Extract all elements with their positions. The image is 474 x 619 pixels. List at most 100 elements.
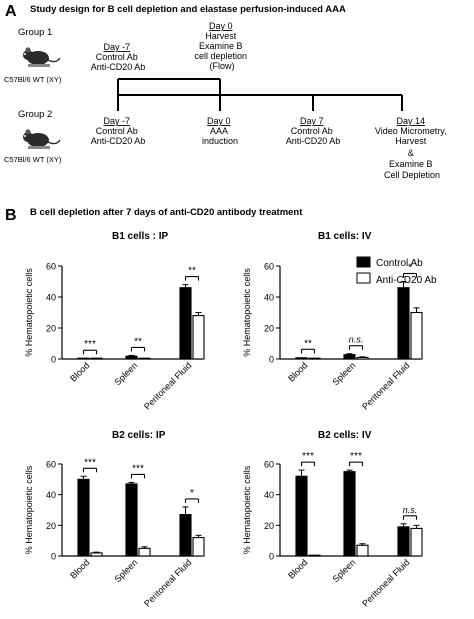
significance-label: n.s. bbox=[349, 335, 364, 345]
event-line: cell depletion bbox=[194, 51, 247, 61]
timeline2-event-1: Day -7 Control Ab Anti-CD20 Ab bbox=[91, 116, 146, 146]
y-tick-label: 0 bbox=[51, 552, 56, 562]
event-day: Day -7 bbox=[103, 42, 130, 52]
bar-control bbox=[179, 514, 192, 557]
event-line: Video Micrometry, bbox=[375, 126, 447, 136]
legend-swatch-control bbox=[356, 256, 371, 268]
y-tick-label: 40 bbox=[46, 293, 56, 303]
x-category-label: Peritoneal Fluid bbox=[360, 360, 411, 411]
bar-anti-cd20 bbox=[356, 356, 369, 360]
bar-control bbox=[295, 475, 308, 557]
event-line: (Flow) bbox=[210, 61, 235, 71]
significance-label: n.s. bbox=[403, 505, 418, 515]
y-axis-label: % Hematopoietic cells bbox=[24, 465, 34, 554]
group1-strain: C57Bl/6 WT (XY) bbox=[4, 75, 62, 84]
y-tick-label: 20 bbox=[264, 521, 274, 531]
timeline1-event-1: Day -7 Control Ab Anti-CD20 Ab bbox=[91, 42, 146, 72]
event-day: Day -7 bbox=[103, 116, 130, 126]
significance-label: *** bbox=[302, 451, 314, 462]
event-line: Control Ab bbox=[96, 126, 138, 136]
event-day: Day 7 bbox=[300, 116, 324, 126]
chart-b1-ip: B1 cells : IP % Hematopoietic cells 0 20 40 6… bbox=[24, 231, 205, 412]
event-line: AAA bbox=[210, 126, 228, 136]
x-category-label: Spleen bbox=[113, 557, 140, 584]
significance-label: * bbox=[408, 263, 412, 274]
timeline2-event-2: Day 0 AAA induction bbox=[202, 116, 238, 146]
x-category-label: Blood bbox=[68, 557, 91, 580]
event-line: induction bbox=[202, 136, 238, 146]
bar-anti-cd20 bbox=[308, 357, 321, 360]
y-tick-label: 60 bbox=[264, 262, 274, 272]
significance-label: ** bbox=[188, 266, 196, 277]
event-day: Day 0 bbox=[207, 116, 231, 126]
y-tick-label: 60 bbox=[264, 460, 274, 470]
mouse-icon-group2 bbox=[23, 129, 61, 149]
significance-label: *** bbox=[84, 339, 96, 350]
chart-title: B1 cells : IP bbox=[112, 231, 168, 242]
bar-anti-cd20 bbox=[356, 544, 369, 557]
y-axis-label: % Hematopoietic cells bbox=[242, 465, 252, 554]
y-tick-label: 40 bbox=[264, 293, 274, 303]
bar-anti-cd20 bbox=[90, 552, 103, 557]
chart-legend: Control Ab Anti-CD20 Ab bbox=[356, 256, 437, 286]
x-category-label: Spleen bbox=[113, 360, 140, 387]
x-category-label: Spleen bbox=[331, 557, 358, 584]
y-axis-label: % Hematopoietic cells bbox=[242, 268, 252, 357]
bar-control bbox=[125, 483, 138, 557]
bar-control bbox=[125, 355, 138, 360]
bar-anti-cd20 bbox=[192, 537, 205, 557]
bar-control bbox=[397, 287, 410, 360]
legend-swatch-anti bbox=[356, 272, 371, 284]
event-line: Anti-CD20 Ab bbox=[286, 136, 341, 146]
event-day: Day 0 bbox=[209, 21, 233, 31]
significance-label: ** bbox=[304, 338, 312, 349]
x-category-label: Blood bbox=[68, 360, 91, 383]
mouse-icon-group1 bbox=[23, 47, 61, 67]
x-category-label: Peritoneal Fluid bbox=[142, 360, 193, 411]
y-tick-label: 20 bbox=[264, 324, 274, 334]
bar-anti-cd20 bbox=[138, 547, 151, 557]
bar-anti-cd20 bbox=[90, 357, 103, 360]
timeline-group1: Day -7 Control Ab Anti-CD20 Ab Day 0 Har… bbox=[91, 21, 247, 95]
bar-control bbox=[77, 357, 90, 360]
panel-b-letter: B bbox=[5, 207, 17, 224]
bar-control bbox=[343, 354, 356, 360]
legend-label-anti: Anti-CD20 Ab bbox=[376, 275, 437, 286]
panel-a-title: Study design for B cell depletion and el… bbox=[30, 4, 346, 15]
x-category-label: Blood bbox=[286, 360, 309, 383]
y-axis-label: % Hematopoietic cells bbox=[24, 268, 34, 357]
chart-b2-ip: B2 cells: IP % Hematopoietic cells 0 20 40 60… bbox=[24, 430, 205, 609]
x-category-label: Peritoneal Fluid bbox=[142, 557, 193, 608]
significance-label: *** bbox=[350, 451, 362, 462]
event-line: & bbox=[408, 148, 414, 158]
bar-control bbox=[179, 287, 192, 360]
bar-anti-cd20 bbox=[410, 311, 423, 360]
bar-control bbox=[397, 526, 410, 557]
event-line: Control Ab bbox=[96, 52, 138, 62]
event-line: Harvest bbox=[395, 136, 427, 146]
y-tick-label: 20 bbox=[46, 521, 56, 531]
timeline-group2: Day -7 Control Ab Anti-CD20 Ab Day 0 AAA… bbox=[91, 94, 449, 180]
x-category-label: Peritoneal Fluid bbox=[360, 557, 411, 608]
significance-label: * bbox=[190, 488, 194, 499]
group2-label: Group 2 bbox=[18, 109, 52, 120]
bar-anti-cd20 bbox=[192, 315, 205, 360]
bar-control bbox=[77, 478, 90, 557]
y-tick-label: 0 bbox=[51, 355, 56, 365]
bar-anti-cd20 bbox=[308, 554, 321, 557]
y-tick-label: 40 bbox=[46, 490, 56, 500]
group1-label: Group 1 bbox=[18, 27, 52, 38]
significance-label: *** bbox=[132, 463, 144, 474]
legend-label-control: Control Ab bbox=[376, 258, 423, 269]
chart-title: B2 cells: IV bbox=[318, 430, 372, 441]
event-line: Control Ab bbox=[291, 126, 333, 136]
timeline2-event-4: Day 14 Video Micrometry, Harvest & Exami… bbox=[375, 116, 449, 180]
event-line: Examine B bbox=[389, 159, 433, 169]
y-tick-label: 0 bbox=[269, 355, 274, 365]
bar-anti-cd20 bbox=[138, 357, 151, 360]
event-line: Harvest bbox=[205, 31, 237, 41]
panel-a-letter: A bbox=[5, 3, 17, 20]
panel-b-title: B cell depletion after 7 days of anti-CD… bbox=[30, 207, 303, 218]
event-line: Cell Depletion bbox=[384, 170, 440, 180]
